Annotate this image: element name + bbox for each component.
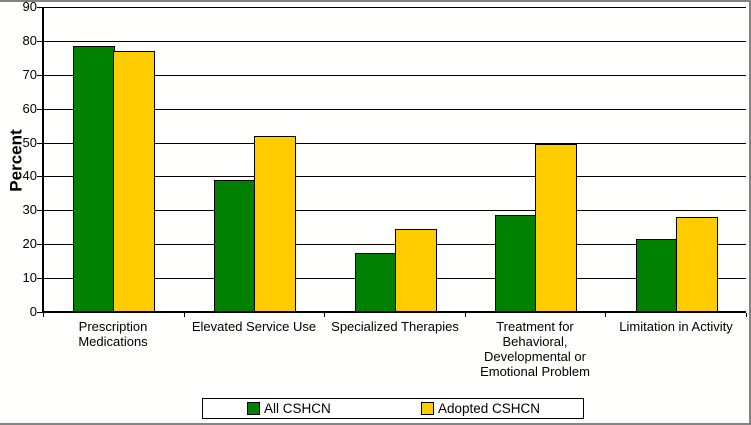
x-tick-5 [746,313,747,317]
legend: All CSHCN Adopted CSHCN [202,398,584,419]
y-tick-label-80: 80 [22,33,37,48]
x-axis-line [42,311,746,313]
gridline-90 [43,7,746,8]
y-tick-10 [37,278,43,279]
y-axis-title: Percent [6,129,26,192]
x-category-label-1: Elevated Service Use [191,319,317,334]
bar-all-cshcn-2 [355,253,397,312]
x-tick-0 [43,313,44,317]
all-cshcn-swatch-icon [247,402,260,415]
y-tick-40 [37,176,43,177]
bar-adopted-cshcn-1 [254,136,296,312]
y-tick-label-60: 60 [22,101,37,116]
x-tick-4 [605,313,606,317]
y-tick-label-20: 20 [22,236,37,251]
x-tick-1 [184,313,185,317]
gridline-40 [43,176,746,177]
chart-frame-bottom [0,423,751,425]
y-tick-label-10: 10 [22,270,37,285]
chart-frame-top [0,0,751,2]
legend-item-0: All CSHCN [247,399,331,418]
adopted-cshcn-swatch-icon [421,402,434,415]
bar-adopted-cshcn-2 [395,229,437,312]
x-category-label-3: Treatment for Behavioral, Developmental … [480,319,590,379]
y-tick-label-40: 40 [22,168,37,183]
bar-all-cshcn-4 [636,239,678,312]
chart-frame-right [749,0,751,425]
gridline-70 [43,75,746,76]
bar-all-cshcn-1 [214,180,256,312]
y-tick-80 [37,41,43,42]
y-tick-20 [37,244,43,245]
gridline-50 [43,143,746,144]
y-tick-label-90: 90 [22,0,37,14]
legend-item-1: Adopted CSHCN [421,399,540,418]
bar-adopted-cshcn-3 [535,144,577,312]
y-tick-label-70: 70 [22,67,37,82]
bar-adopted-cshcn-0 [113,51,155,312]
legend-label-0: All CSHCN [264,401,331,416]
y-tick-60 [37,109,43,110]
x-category-label-0: Prescription Medications [78,319,148,349]
gridline-30 [43,210,746,211]
y-tick-label-30: 30 [22,202,37,217]
bar-adopted-cshcn-4 [676,217,718,312]
legend-label-1: Adopted CSHCN [438,401,541,416]
y-tick-30 [37,210,43,211]
gridline-80 [43,41,746,42]
y-axis-line [42,7,44,313]
gridline-20 [43,244,746,245]
y-tick-90 [37,7,43,8]
x-category-label-2: Specialized Therapies [331,319,459,334]
y-tick-70 [37,75,43,76]
x-category-label-4: Limitation in Activity [619,319,733,334]
bar-all-cshcn-0 [73,46,115,312]
bar-all-cshcn-3 [495,215,537,312]
y-tick-50 [37,143,43,144]
y-tick-label-50: 50 [22,135,37,150]
x-tick-3 [465,313,466,317]
gridline-60 [43,109,746,110]
y-tick-label-0: 0 [29,304,37,319]
y-tick-0 [37,312,43,313]
x-tick-2 [324,313,325,317]
